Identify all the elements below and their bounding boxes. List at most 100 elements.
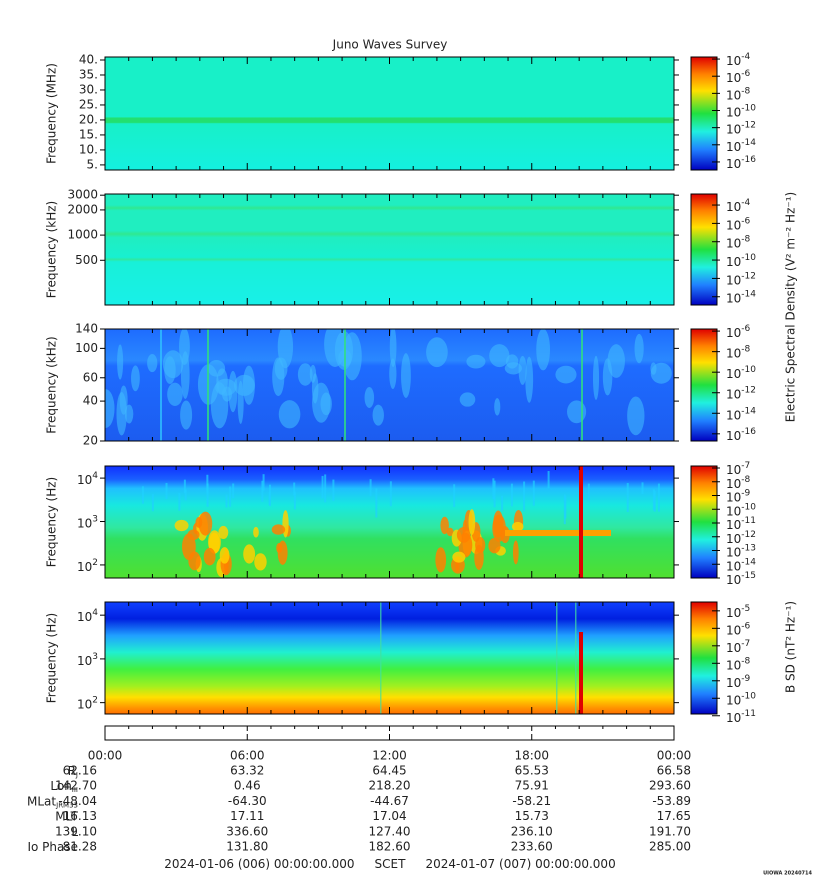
y-tick-label: 40.: [79, 52, 98, 66]
texture: [203, 547, 216, 566]
texture: [518, 355, 527, 385]
colorbar-tick-label-base: 10: [726, 675, 741, 689]
ephemeris-value: 17.65: [657, 809, 691, 823]
texture: [344, 329, 346, 441]
colorbar-tick-label: 10-14: [726, 137, 756, 153]
texture: [147, 353, 158, 373]
colorbar-tick-label-base: 10: [726, 236, 741, 250]
texture: [228, 370, 238, 413]
y-tick-label-exponent: 3: [92, 651, 98, 661]
texture: [627, 396, 645, 436]
ephemeris-value: 127.40: [369, 824, 411, 838]
colorbar-tick-label: 10-10: [726, 103, 756, 119]
texture: [556, 602, 558, 714]
colorbar-tick-label: 10-8: [726, 86, 751, 102]
colorbar-tick-label-base: 10: [726, 105, 741, 119]
colorbar-tick-label: 10-8: [726, 656, 751, 672]
colorbar-tick-label-base: 10: [726, 71, 741, 85]
colorbar-tick-label-exponent: -8: [741, 474, 750, 484]
y-tick-label: 100: [75, 341, 98, 355]
colorbar-tick-label-exponent: -10: [741, 365, 756, 375]
colorbar-tick-label-exponent: -12: [741, 385, 756, 395]
texture: [511, 521, 524, 532]
texture: [512, 540, 519, 565]
texture: [492, 478, 495, 499]
ephemeris-value: 139.10: [55, 824, 97, 838]
texture: [592, 355, 600, 400]
ephemeris-label-text: R: [68, 764, 76, 778]
texture: [167, 382, 183, 407]
spectrogram-image: [105, 57, 674, 170]
texture: [493, 480, 496, 508]
colorbar-tick-label: 10-10: [726, 502, 756, 518]
texture: [219, 547, 230, 564]
ephemeris-value: 63.32: [230, 764, 264, 778]
texture: [650, 362, 672, 384]
spectrogram: [105, 194, 674, 305]
texture: [242, 365, 255, 405]
texture: [452, 551, 466, 563]
y-tick-label-base: 10: [77, 516, 92, 530]
texture: [657, 483, 660, 512]
y-tick-label: 103: [77, 514, 98, 530]
texture: [207, 329, 209, 441]
colorbar-label: Electric Spectral Density (V² m⁻² Hz⁻¹): [784, 192, 798, 422]
y-tick-label: 20.: [79, 112, 98, 126]
spectrogram-image: [105, 329, 674, 441]
texture: [277, 540, 288, 565]
colorbar-tick-label-exponent: -6: [741, 69, 750, 79]
ephemeris-value: 182.60: [369, 840, 411, 854]
colorbar-tick-label-exponent: -11: [741, 516, 756, 526]
texture: [459, 392, 476, 407]
ephemeris-value: 15.73: [515, 809, 549, 823]
texture: [293, 491, 296, 510]
texture: [206, 483, 209, 507]
y-tick-label: 2000: [67, 202, 98, 216]
colorbar-tick-label-exponent: -10: [741, 253, 756, 263]
texture: [641, 482, 644, 494]
texture: [183, 479, 186, 494]
texture: [178, 492, 181, 511]
colorbar-tick-label: 10-4: [726, 52, 751, 68]
texture: [210, 382, 229, 429]
colorbar-tick-label: 10-6: [726, 324, 751, 340]
texture: [164, 356, 176, 385]
colorbar-tick-label-base: 10: [726, 710, 741, 724]
texture: [536, 329, 551, 371]
spectrogram: [105, 329, 674, 441]
ephemeris-label: LonIII: [50, 779, 78, 795]
texture: [547, 471, 550, 489]
y-tick-label-exponent: 2: [92, 695, 98, 705]
y-tick-label-exponent: 2: [92, 557, 98, 567]
ephemeris-label: MLT: [55, 809, 78, 823]
colorbar-tick-label-base: 10: [726, 255, 741, 269]
colorbar-tick-label-exponent: -14: [741, 289, 756, 299]
texture: [525, 356, 534, 403]
footer-middle: SCET: [375, 857, 407, 871]
colorbar-tick-label-base: 10: [726, 139, 741, 153]
texture: [579, 466, 583, 578]
spectrogram: [105, 466, 674, 578]
y-axis-label: Frequency (MHz): [45, 63, 59, 164]
spectrogram-bg: [105, 57, 674, 170]
texture: [488, 538, 501, 554]
ephemeris-value: 131.80: [226, 840, 268, 854]
colorbar-tick-label-base: 10: [726, 559, 741, 573]
texture: [468, 509, 476, 536]
colorbar-label: B SD (nT² Hz⁻¹): [784, 601, 798, 693]
y-tick-label-base: 10: [77, 559, 92, 573]
y-tick-label-base: 10: [77, 697, 92, 711]
colorbar-tick-label-exponent: -7: [741, 461, 750, 471]
texture: [160, 329, 162, 441]
ephemeris-value: -64.30: [228, 794, 267, 808]
texture: [579, 632, 583, 714]
texture: [309, 364, 317, 383]
colorbar-tick-label-exponent: -7: [741, 638, 750, 648]
colorbar-tick-label-exponent: -6: [741, 324, 750, 334]
colorbar-tick-label: 10-14: [726, 557, 756, 573]
texture: [277, 329, 294, 369]
colorbar-tick-label: 10-4: [726, 198, 751, 214]
colorbar-tick-label-exponent: -10: [741, 691, 756, 701]
colorbar-tick-label-base: 10: [726, 156, 741, 170]
colorbar-tick-label: 10-8: [726, 344, 751, 360]
